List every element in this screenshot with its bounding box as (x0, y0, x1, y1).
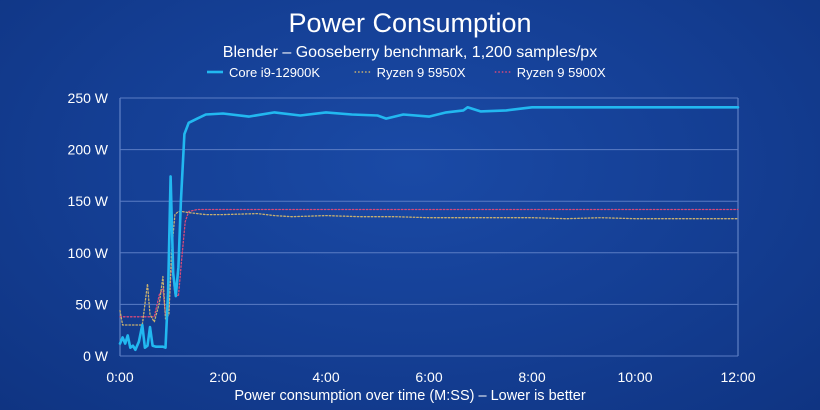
legend-label-ryzen-9-5950x: Ryzen 9 5950X (377, 65, 466, 80)
legend-label-ryzen-9-5900x: Ryzen 9 5900X (517, 65, 606, 80)
y-tick-label: 50 W (75, 296, 108, 312)
y-tick-label: 150 W (68, 193, 109, 209)
series-line-ryzen-9-5950x (119, 210, 739, 326)
legend-label-core-i9-12900k: Core i9-12900K (229, 65, 320, 80)
series-line-core-i9-12900k (118, 106, 740, 352)
chart-subtitle: Blender – Gooseberry benchmark, 1,200 sa… (223, 44, 597, 61)
x-tick-label: 6:00 (415, 369, 442, 385)
x-tick-label: 4:00 (312, 369, 339, 385)
chart-grid (119, 97, 739, 357)
y-tick-label: 250 W (68, 90, 109, 106)
x-axis-ticks: 0:00 2:00 4:00 6:00 8:00 10:00 12:00 (106, 369, 755, 385)
x-tick-label: 8:00 (518, 369, 545, 385)
chart-title: Power Consumption (288, 8, 531, 38)
series-line-ryzen-9-5900x (119, 208, 739, 318)
y-axis-ticks: 0 W 50 W 100 W 150 W 200 W 250 W (68, 90, 109, 364)
chart-legend: Core i9-12900K Ryzen 9 5950X Ryzen 9 5900X (207, 65, 606, 80)
x-tick-label: 0:00 (106, 369, 133, 385)
y-tick-label: 100 W (68, 245, 109, 261)
x-axis-label: Power consumption over time (M:SS) – Low… (234, 388, 586, 404)
y-tick-label: 200 W (68, 142, 109, 158)
x-tick-label: 2:00 (209, 369, 236, 385)
y-tick-label: 0 W (83, 348, 109, 364)
x-tick-label: 12:00 (720, 369, 755, 385)
x-tick-label: 10:00 (617, 369, 652, 385)
chart-series (118, 106, 740, 352)
